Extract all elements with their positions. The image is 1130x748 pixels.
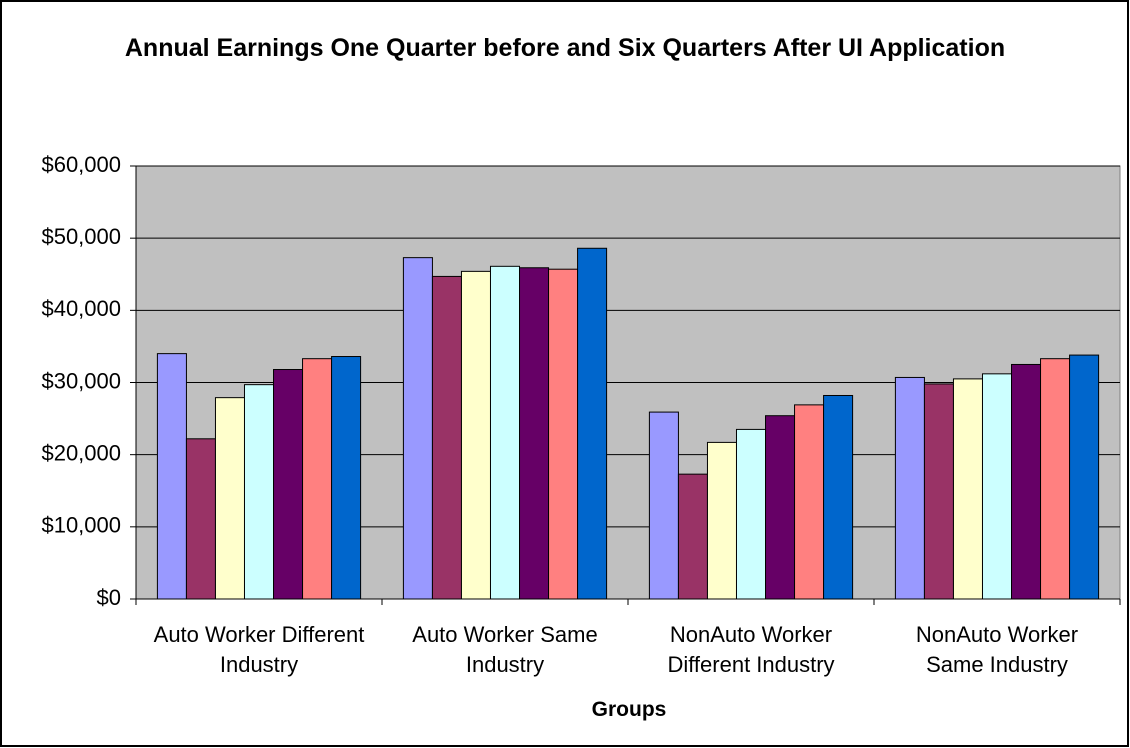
y-tick-label: $30,000 <box>41 368 121 393</box>
y-tick-label: $60,000 <box>41 152 121 177</box>
y-tick-label: $0 <box>97 585 121 610</box>
x-axis-title: Groups <box>591 698 667 721</box>
bar <box>1040 358 1071 600</box>
bar <box>765 415 796 600</box>
bar <box>577 247 608 600</box>
bar <box>735 428 767 600</box>
x-tick-label: Auto Worker Same Industry <box>412 622 598 677</box>
bar <box>923 383 954 600</box>
bar <box>489 265 521 600</box>
bar <box>519 267 550 600</box>
x-tick-label: Auto Worker Different Industry <box>153 622 365 677</box>
bar <box>214 397 245 600</box>
bar <box>794 404 825 600</box>
bar <box>431 275 462 600</box>
y-tick-label: $10,000 <box>41 513 121 538</box>
bar <box>460 270 491 600</box>
y-tick-label: $20,000 <box>41 440 121 465</box>
bar <box>648 411 679 600</box>
bar <box>952 378 983 600</box>
x-tick-label: NonAuto Worker Different Industry <box>667 622 835 677</box>
bar <box>243 384 275 600</box>
bar <box>302 358 333 600</box>
bar <box>1011 363 1042 600</box>
bar <box>677 473 708 600</box>
bar <box>185 438 216 600</box>
chart-title: Annual Earnings One Quarter before and S… <box>124 34 1006 62</box>
bar <box>548 268 579 600</box>
bar <box>402 257 433 600</box>
bar <box>706 441 737 600</box>
bar <box>981 373 1013 600</box>
bar <box>273 369 304 600</box>
bar <box>156 353 187 600</box>
bar <box>1069 354 1100 600</box>
bar <box>331 356 362 600</box>
y-tick-label: $50,000 <box>41 224 121 249</box>
bar <box>894 376 925 600</box>
y-tick-label: $40,000 <box>41 296 121 321</box>
x-tick-label: NonAuto Worker Same Industry <box>915 622 1079 677</box>
bar <box>823 394 854 600</box>
